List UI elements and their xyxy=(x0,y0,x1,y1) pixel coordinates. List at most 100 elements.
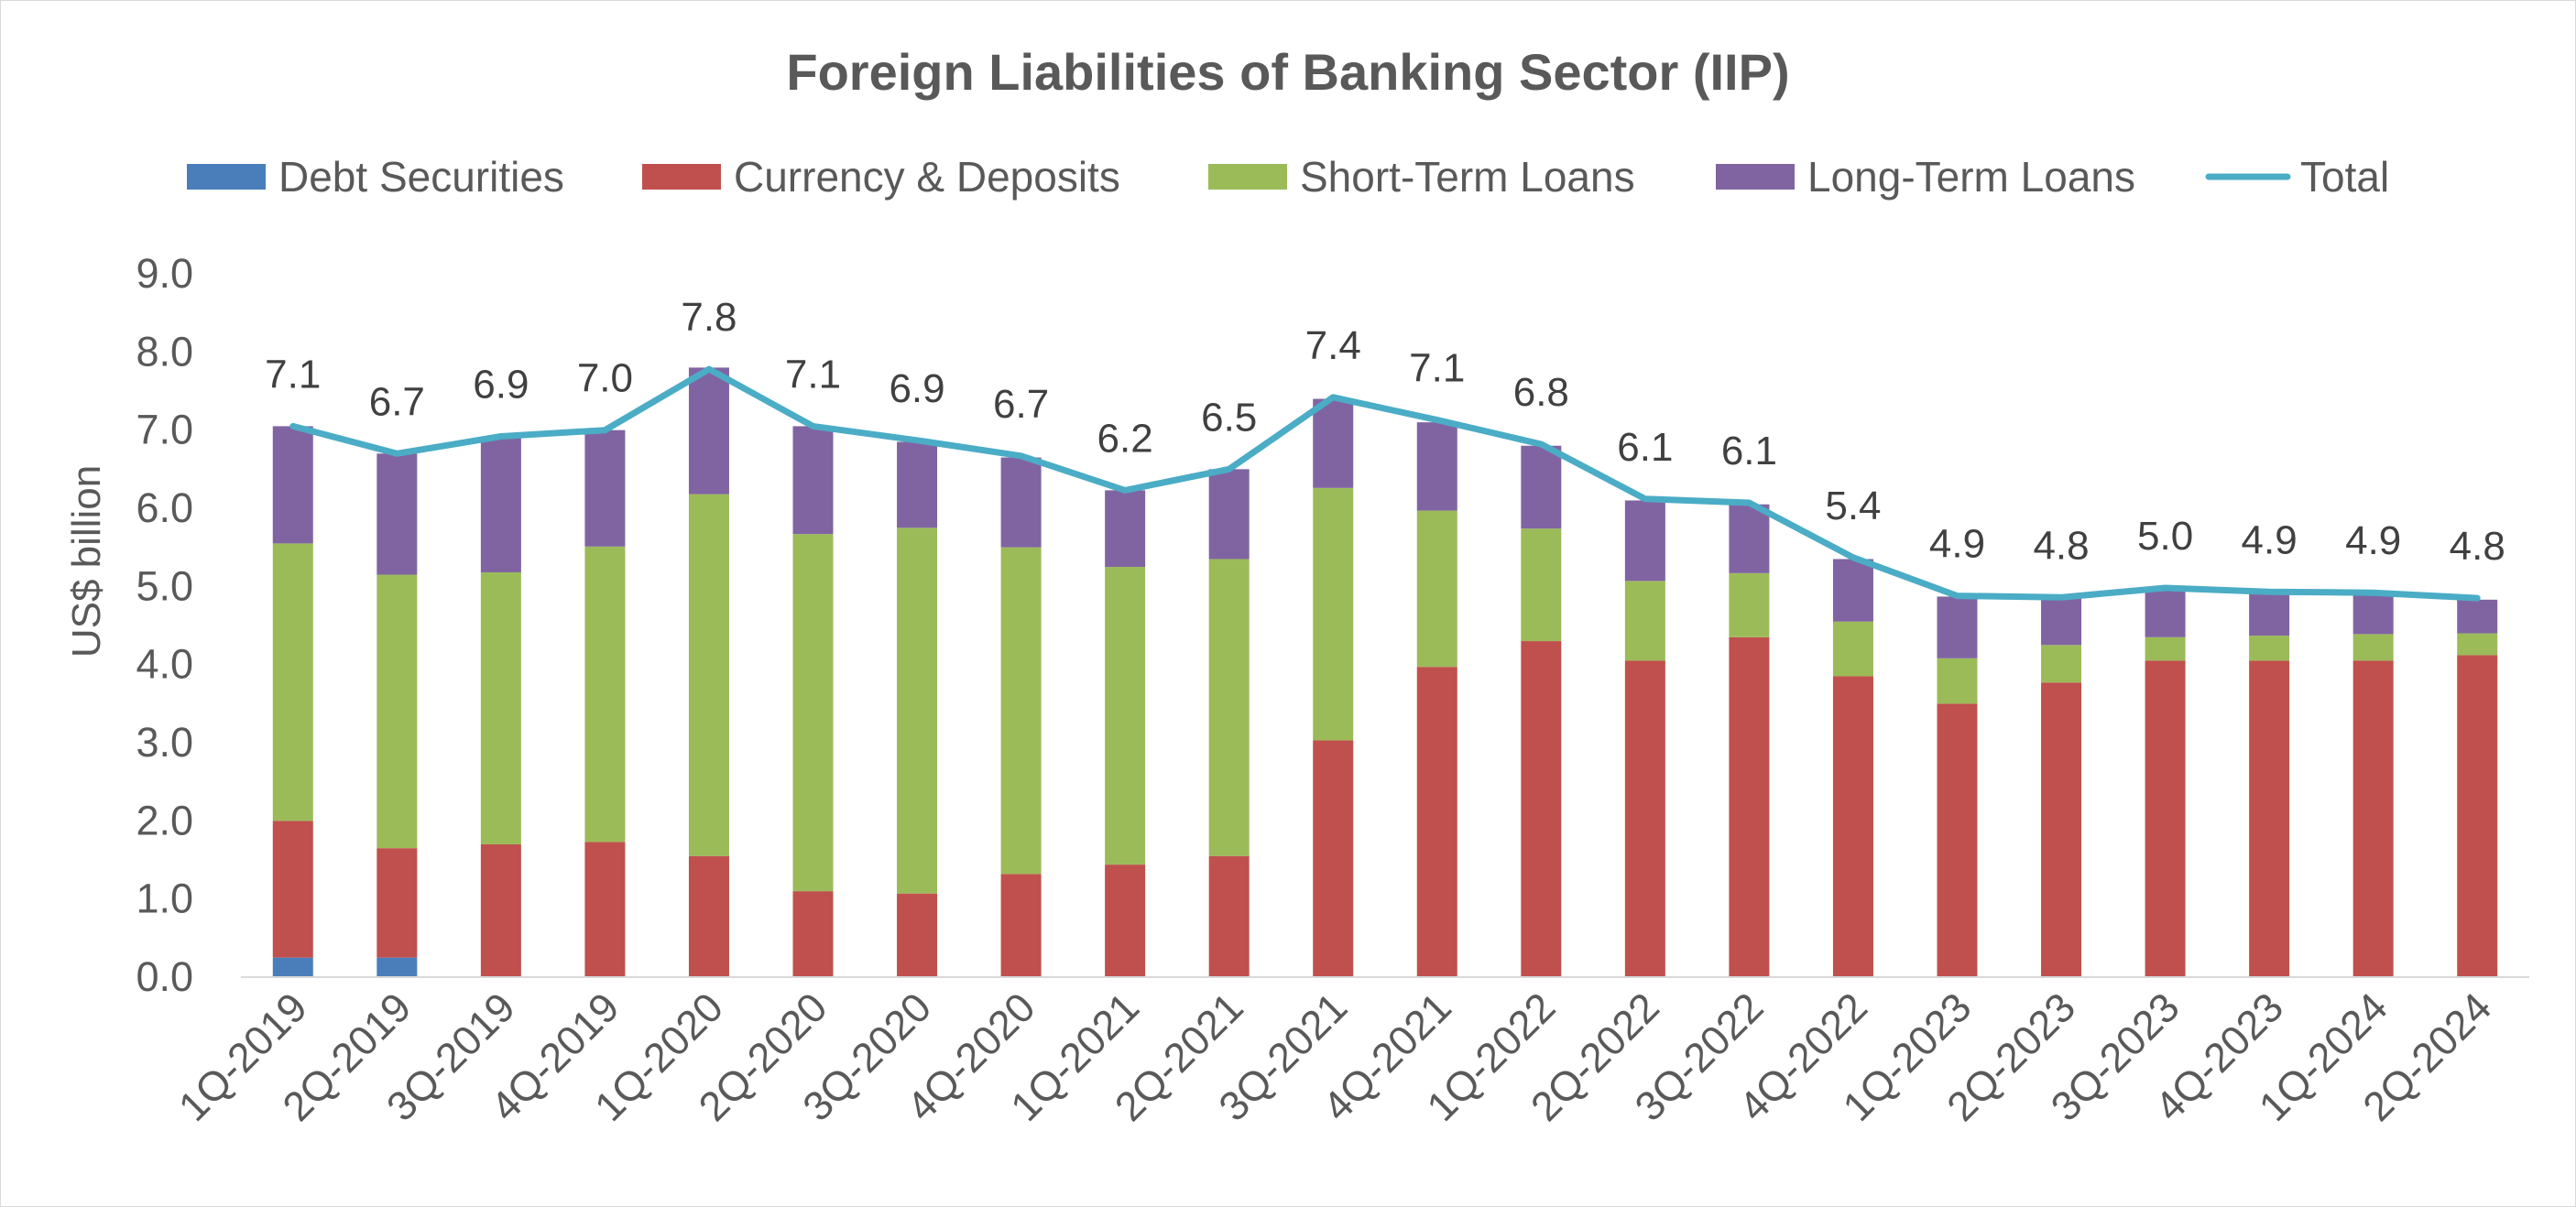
bar-currency-deposits xyxy=(2249,660,2290,977)
bar-short-term-loans xyxy=(1832,621,1873,677)
legend-label: Short-Term Loans xyxy=(1300,153,1635,201)
legend-item-debt-securities: Debt Securities xyxy=(187,153,564,201)
total-data-label: 7.4 xyxy=(1305,323,1361,368)
bar-currency-deposits xyxy=(1000,874,1042,977)
bar-currency-deposits xyxy=(2145,660,2186,977)
bar-long-term-loans xyxy=(272,426,313,544)
bar-currency-deposits xyxy=(688,855,729,977)
bar-currency-deposits xyxy=(792,891,834,977)
y-tick-label: 7.0 xyxy=(136,407,193,453)
y-tick-label: 4.0 xyxy=(136,641,193,688)
bar-short-term-loans xyxy=(1729,572,1770,637)
legend-swatch xyxy=(1716,164,1795,190)
bar-short-term-loans xyxy=(1937,658,1978,704)
bar-short-term-loans xyxy=(1521,528,1562,642)
bar-short-term-loans xyxy=(2249,636,2290,661)
legend-swatch xyxy=(642,164,721,190)
bar-currency-deposits xyxy=(1313,740,1354,977)
legend-item-short-term-loans: Short-Term Loans xyxy=(1208,153,1635,201)
y-axis: 0.0 1.0 2.0 3.0 4.0 5.0 6.0 7.0 8.0 9.0 xyxy=(136,250,193,1000)
bar-short-term-loans xyxy=(1000,547,1042,875)
bar-long-term-loans xyxy=(377,453,418,575)
bar-short-term-loans xyxy=(688,494,729,856)
total-line xyxy=(289,365,2481,602)
legend-label: Total xyxy=(2300,153,2389,201)
bar-long-term-loans xyxy=(2145,588,2186,637)
total-data-label: 4.9 xyxy=(1929,522,1985,567)
legend-item-currency-deposits: Currency & Deposits xyxy=(642,153,1120,201)
bar-currency-deposits xyxy=(1937,703,1978,977)
bar-long-term-loans xyxy=(1208,469,1250,560)
total-data-label: 7.1 xyxy=(1409,346,1465,391)
bar-long-term-loans xyxy=(1000,457,1042,548)
bar-long-term-loans xyxy=(1937,596,1978,658)
legend: Debt Securities Currency & Deposits Short-… xyxy=(187,153,2389,201)
bar-currency-deposits xyxy=(1105,864,1146,977)
x-axis: 1Q-20192Q-20193Q-20194Q-20191Q-20202Q-20… xyxy=(169,984,2500,1130)
bar-short-term-loans xyxy=(2352,634,2394,661)
bar-currency-deposits xyxy=(272,821,313,958)
bar-currency-deposits xyxy=(1416,667,1457,977)
bar-short-term-loans xyxy=(2041,645,2082,683)
bar-short-term-loans xyxy=(584,546,626,843)
bar-short-term-loans xyxy=(272,543,313,821)
y-tick-label: 5.0 xyxy=(136,562,193,609)
bar-long-term-loans xyxy=(480,438,521,572)
bar-long-term-loans xyxy=(584,430,626,547)
bar-long-term-loans xyxy=(1416,422,1457,511)
total-data-label: 5.0 xyxy=(2137,514,2193,559)
total-data-label: 5.4 xyxy=(1825,484,1881,528)
bar-short-term-loans xyxy=(1624,581,1665,661)
y-tick-label: 1.0 xyxy=(136,875,193,922)
total-data-label: 4.9 xyxy=(2345,518,2401,563)
total-data-label: 6.9 xyxy=(473,362,529,407)
bar-currency-deposits xyxy=(2457,655,2498,977)
total-data-label: 7.0 xyxy=(577,356,633,401)
bar-short-term-loans xyxy=(1313,487,1354,741)
bar-long-term-loans xyxy=(1624,500,1665,582)
bar-long-term-loans xyxy=(2352,593,2394,635)
y-tick-label: 3.0 xyxy=(136,719,193,766)
total-data-label: 6.1 xyxy=(1617,425,1673,470)
bar-long-term-loans xyxy=(2457,599,2498,634)
total-data-label: 4.8 xyxy=(2450,524,2505,569)
bar-long-term-loans xyxy=(1521,445,1562,529)
bar-short-term-loans xyxy=(2457,633,2498,656)
bar-long-term-loans xyxy=(2041,598,2082,646)
y-tick-label: 0.0 xyxy=(136,953,193,1000)
bar-currency-deposits xyxy=(584,842,626,977)
bar-currency-deposits xyxy=(377,848,418,958)
legend-label: Debt Securities xyxy=(278,153,564,201)
bar-debt-securities xyxy=(272,957,313,977)
total-data-label: 7.1 xyxy=(265,352,321,397)
bar-currency-deposits xyxy=(2041,682,2082,977)
bar-long-term-loans xyxy=(897,441,938,528)
bar-currency-deposits xyxy=(1729,636,1770,977)
total-data-label: 4.9 xyxy=(2242,517,2298,562)
bar-long-term-loans xyxy=(1105,490,1146,567)
bar-long-term-loans xyxy=(1832,559,1873,622)
bar-currency-deposits xyxy=(2352,660,2394,977)
total-data-label: 6.9 xyxy=(889,366,944,411)
legend-swatch xyxy=(187,164,266,190)
total-data-label: 6.7 xyxy=(369,379,425,424)
bar-long-term-loans xyxy=(688,367,729,495)
legend-swatch xyxy=(1208,164,1287,190)
bar-currency-deposits xyxy=(1521,641,1562,977)
total-data-label: 6.1 xyxy=(1721,429,1777,473)
total-data-label: 6.8 xyxy=(1513,370,1569,415)
total-data-label: 7.8 xyxy=(681,295,737,340)
legend-label: Long-Term Loans xyxy=(1807,153,2135,201)
bar-short-term-loans xyxy=(1105,567,1146,865)
y-tick-label: 8.0 xyxy=(136,328,193,375)
bar-short-term-loans xyxy=(897,527,938,894)
legend-label: Currency & Deposits xyxy=(734,153,1120,201)
total-data-label: 6.5 xyxy=(1201,395,1257,440)
bar-short-term-loans xyxy=(1208,559,1250,856)
bar-short-term-loans xyxy=(2145,636,2186,661)
bar-short-term-loans xyxy=(1416,510,1457,668)
bar-long-term-loans xyxy=(1729,504,1770,573)
y-tick-label: 6.0 xyxy=(136,484,193,531)
bar-short-term-loans xyxy=(792,534,834,892)
